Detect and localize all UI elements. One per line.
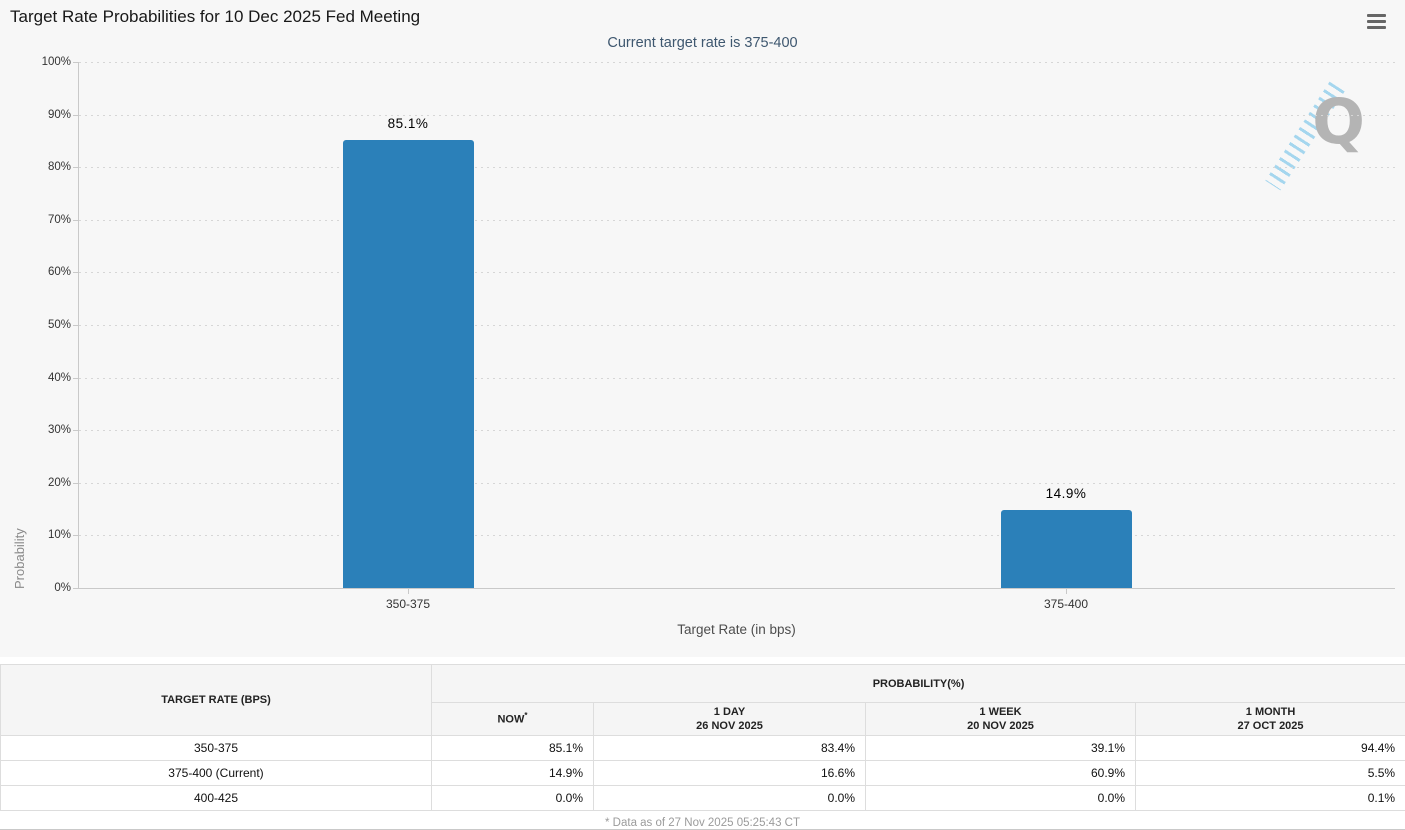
y-gridline — [79, 62, 1395, 63]
y-axis-tick — [73, 377, 79, 379]
target-rate-cell: 375-400 (Current) — [0, 760, 432, 786]
probability-cell: 39.1% — [865, 735, 1136, 761]
chart-context-menu-button[interactable] — [1364, 8, 1389, 35]
bar-value-label: 14.9% — [1045, 485, 1087, 501]
target-rate-column-header: TARGET RATE (BPS) — [0, 664, 432, 736]
y-gridline — [79, 272, 1395, 274]
probability-group-header: PROBABILITY(%) — [430, 664, 1405, 703]
y-axis-tick — [73, 219, 79, 221]
y-axis-tick — [73, 588, 79, 589]
probability-cell: 0.0% — [593, 785, 866, 811]
x-axis-tick — [1066, 588, 1067, 594]
table-row: 375-400 (Current) 14.9% 16.6% 60.9% 5.5% — [0, 760, 1405, 786]
column-header-now: NOW* — [431, 702, 594, 736]
bar-chart: Probability Q 0% 10% 20% 30% 40% 50% 60% 70% 80%… — [12, 56, 1395, 637]
y-axis-tick — [73, 62, 79, 63]
data-asof-note: * Data as of 27 Nov 2025 05:25:43 CT — [605, 817, 800, 829]
y-gridline — [79, 377, 1395, 379]
probability-cell: 14.9% — [431, 760, 594, 786]
chart-title: Target Rate Probabilities for 10 Dec 202… — [10, 7, 421, 26]
y-axis-label: 60% — [47, 266, 71, 279]
y-axis-tick — [73, 535, 79, 537]
probability-cell: 85.1% — [431, 735, 594, 761]
bar-350-375[interactable] — [342, 140, 474, 588]
hamburger-menu-icon — [1367, 14, 1386, 29]
table-row: 400-425 0.0% 0.0% 0.0% 0.1% — [0, 785, 1405, 811]
column-header-1week: 1 WEEK 20 NOV 2025 — [865, 702, 1136, 736]
y-axis-tick — [73, 325, 79, 326]
y-axis-tick — [73, 430, 79, 432]
chart-subtitle: Current target rate is 375-400 — [607, 35, 798, 51]
y-gridline — [79, 482, 1395, 484]
probability-cell: 94.4% — [1134, 735, 1405, 761]
y-axis-tick — [73, 272, 79, 274]
plot-area: Q 0% 10% 20% 30% 40% 50% 60% 70% 80% 90% 100% 85.1%… — [42, 56, 1395, 611]
y-gridline — [79, 167, 1395, 169]
probability-cell: 0.1% — [1134, 785, 1405, 811]
watermark-q-letter: Q — [1312, 85, 1365, 158]
y-axis-label: 50% — [47, 319, 71, 331]
y-gridline — [79, 114, 1395, 116]
probability-cell: 60.9% — [865, 760, 1136, 786]
y-gridline — [79, 535, 1395, 537]
y-axis-tick — [73, 114, 79, 116]
probability-cell: 83.4% — [593, 735, 866, 761]
y-axis-label: 80% — [47, 161, 71, 174]
x-axis-category-label: 375-400 — [1043, 597, 1089, 611]
x-axis-category-label: 350-375 — [385, 597, 431, 611]
y-axis-label: 20% — [47, 476, 71, 489]
y-axis-label: 40% — [47, 371, 71, 384]
y-axis-label: 70% — [47, 213, 71, 226]
quikstrike-watermark: Q — [1265, 77, 1377, 191]
probability-cell: 0.0% — [431, 785, 594, 811]
y-axis-label: 90% — [47, 108, 71, 121]
now-label: NOW — [497, 713, 525, 726]
y-axis-tick — [73, 167, 79, 169]
y-axis-label: 10% — [47, 529, 71, 542]
probability-cell: 0.0% — [865, 785, 1136, 811]
probability-cell: 16.6% — [593, 760, 866, 786]
y-axis-label: 100% — [41, 56, 71, 68]
x-axis-title: Target Rate (in bps) — [677, 622, 796, 637]
y-gridline — [79, 219, 1395, 221]
bar-375-400[interactable] — [1000, 509, 1132, 588]
column-header-1month: 1 MONTH 27 OCT 2025 — [1134, 702, 1405, 736]
x-axis-tick — [408, 588, 409, 594]
y-gridline — [79, 325, 1395, 326]
table-row: 350-375 85.1% 83.4% 39.1% 94.4% — [0, 735, 1405, 761]
y-axis-tick — [73, 482, 79, 484]
chart-card: Target Rate Probabilities for 10 Dec 202… — [10, 7, 1395, 637]
bar-value-label: 85.1% — [387, 116, 429, 132]
target-rate-cell: 400-425 — [0, 785, 432, 811]
probability-cell: 5.5% — [1134, 760, 1405, 786]
now-asterisk: * — [524, 711, 528, 721]
target-rate-cell: 350-375 — [0, 735, 432, 761]
y-axis-label: 0% — [54, 582, 71, 594]
y-gridline — [79, 430, 1395, 432]
y-axis-label: 30% — [47, 424, 71, 437]
probability-table: TARGET RATE (BPS) PROBABILITY(%) NOW* 1 … — [0, 664, 1405, 811]
column-header-1day: 1 DAY 26 NOV 2025 — [593, 702, 866, 736]
